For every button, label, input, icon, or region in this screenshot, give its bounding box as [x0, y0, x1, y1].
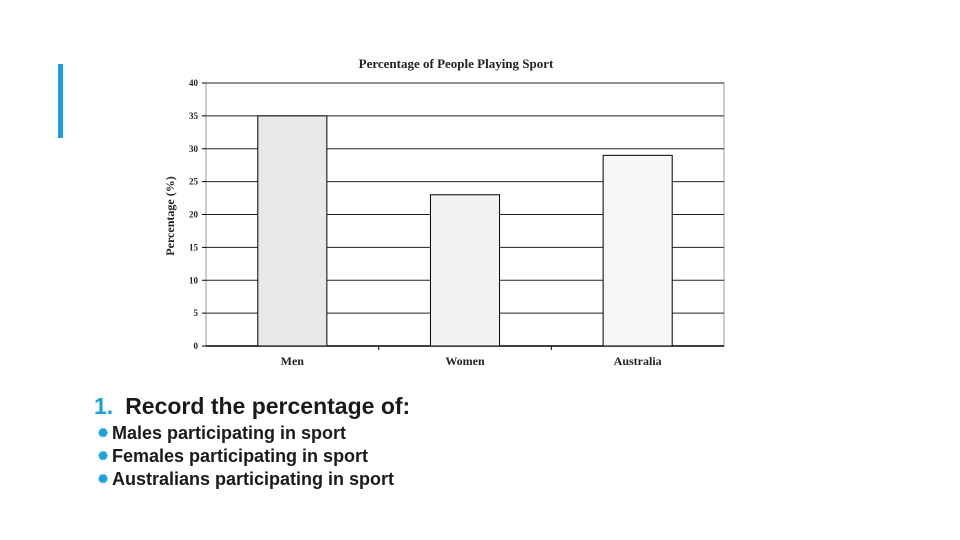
- y-tick-label: 40: [189, 78, 199, 88]
- question-heading: 1. Record the percentage of:: [94, 393, 794, 420]
- list-item: ✺ Females participating in sport: [94, 445, 794, 468]
- asterisk-icon: ✺: [97, 449, 109, 463]
- y-tick-label: 30: [189, 144, 199, 154]
- question-number: 1.: [94, 393, 114, 419]
- y-tick-label: 10: [189, 275, 199, 285]
- asterisk-icon: ✺: [97, 426, 109, 440]
- y-axis-label: Percentage (%): [163, 176, 177, 255]
- bar-women: [429, 194, 501, 347]
- bullet-text: Males participating in sport: [112, 423, 347, 443]
- tick-labels: 0 5 10 15 20 25 30 35 40 Men Women Australia: [189, 78, 662, 368]
- y-tick-label: 25: [189, 177, 199, 187]
- x-tick-label: Australia: [614, 354, 662, 368]
- bar-men: [257, 115, 328, 347]
- bullet-text: Females participating in sport: [112, 446, 369, 466]
- question-block: 1. Record the percentage of: ✺ Males par…: [94, 393, 794, 491]
- bar-australia: [602, 154, 673, 347]
- question-text: Record the percentage of:: [125, 393, 411, 419]
- x-tick-label: Women: [445, 354, 485, 368]
- y-tick-label: 15: [189, 242, 199, 252]
- y-tick-label: 5: [194, 308, 199, 318]
- y-tick-label: 35: [189, 111, 199, 121]
- accent-bar: [58, 64, 63, 138]
- y-tick-label: 20: [189, 210, 199, 220]
- x-tick-label: Men: [281, 354, 305, 368]
- bars: [257, 115, 673, 347]
- bullet-list: ✺ Males participating in sport ✺ Females…: [94, 422, 794, 491]
- list-item: ✺ Males participating in sport: [94, 422, 794, 445]
- asterisk-icon: ✺: [97, 472, 109, 486]
- chart-title: Percentage of People Playing Sport: [359, 56, 554, 71]
- list-item: ✺ Australians participating in sport: [94, 468, 794, 491]
- bullet-text: Australians participating in sport: [112, 469, 395, 489]
- y-tick-label: 0: [194, 341, 199, 351]
- bar-chart: Percentage of People Playing Sport Perce…: [163, 56, 725, 368]
